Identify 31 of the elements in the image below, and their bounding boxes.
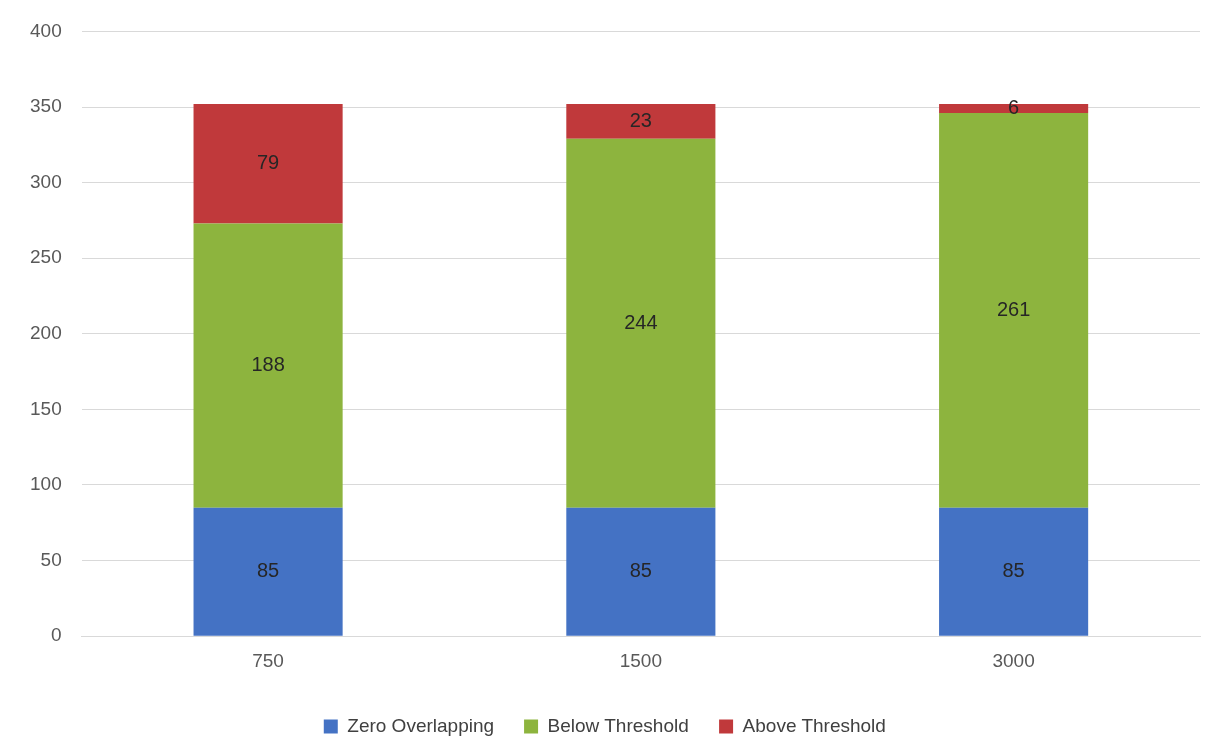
y-tick-label: 350 <box>30 95 62 117</box>
y-tick-label: 50 <box>40 548 62 570</box>
data-label: 85 <box>629 559 652 582</box>
x-tick-label: 3000 <box>992 649 1035 671</box>
x-tick-label: 750 <box>252 649 284 671</box>
bar <box>193 223 343 508</box>
data-label: 85 <box>256 559 280 582</box>
bar <box>193 507 343 636</box>
bar <box>193 103 343 224</box>
legend-label: Zero Overlapping <box>347 714 495 736</box>
y-tick-label: 250 <box>30 246 62 268</box>
y-tick-label: 150 <box>30 397 62 419</box>
data-label: 261 <box>996 297 1031 320</box>
y-tick-label: 100 <box>30 473 62 495</box>
data-label: 23 <box>629 108 652 131</box>
bar <box>566 507 716 636</box>
y-tick-label: 0 <box>51 624 62 646</box>
bar <box>566 138 716 508</box>
y-tick-label: 300 <box>30 170 62 192</box>
bar <box>566 103 716 139</box>
legend-label: Below Threshold <box>547 714 689 736</box>
data-label: 85 <box>1002 559 1025 582</box>
legend-label: Above Threshold <box>742 714 886 736</box>
bar <box>939 507 1089 636</box>
data-label: 188 <box>251 353 285 376</box>
y-tick-label: 200 <box>30 322 62 344</box>
x-tick-label: 1500 <box>619 649 662 671</box>
data-label: 244 <box>624 310 658 333</box>
y-tick-label: 400 <box>30 19 62 41</box>
bar <box>939 113 1089 508</box>
data-label: 79 <box>256 151 280 174</box>
